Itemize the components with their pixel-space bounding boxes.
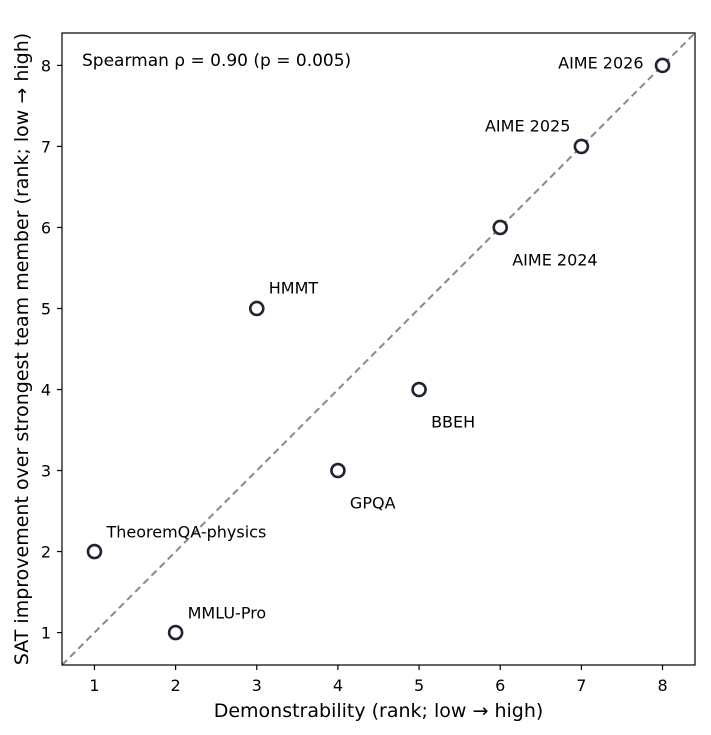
x-tick-label: 6 — [495, 676, 505, 695]
y-tick-label: 2 — [41, 543, 51, 562]
spearman-annotation: Spearman ρ = 0.90 (p = 0.005) — [82, 51, 351, 71]
y-tick-label: 6 — [41, 218, 51, 237]
x-tick-label: 2 — [171, 676, 181, 695]
point-label: AIME 2026 — [558, 53, 643, 72]
y-tick-label: 3 — [41, 462, 51, 481]
point-label: BBEH — [431, 413, 475, 432]
point-label: MMLU-Pro — [188, 604, 267, 623]
y-tick-label: 4 — [41, 381, 51, 400]
x-tick-label: 7 — [576, 676, 586, 695]
data-point — [248, 300, 265, 317]
y-axis-label: SAT improvement over strongest team memb… — [11, 33, 33, 665]
x-tick-label: 1 — [89, 676, 99, 695]
y-tick-label: 5 — [41, 299, 51, 318]
y-tick-label: 1 — [41, 624, 51, 643]
point-label: GPQA — [350, 494, 396, 513]
x-tick-label: 4 — [333, 676, 343, 695]
y-axis: 1 2 3 4 5 6 7 8 — [41, 56, 62, 643]
x-tick-label: 3 — [252, 676, 262, 695]
y-tick-label: 8 — [41, 56, 51, 75]
reference-diagonal-line — [62, 33, 695, 665]
data-point — [573, 138, 590, 155]
x-axis-label: Demonstrability (rank; low → high) — [214, 700, 544, 722]
data-point — [86, 543, 103, 560]
plot-frame — [61, 32, 696, 666]
point-label: TheoremQA-physics — [105, 523, 266, 542]
data-point — [411, 381, 427, 398]
point-label: HMMT — [269, 278, 319, 297]
x-tick-label: 8 — [657, 676, 667, 695]
data-point — [492, 219, 509, 236]
point-label: AIME 2024 — [512, 250, 597, 269]
x-axis: 1 2 3 4 5 6 7 8 — [89, 665, 668, 695]
x-tick-label: 5 — [414, 676, 424, 695]
y-tick-label: 7 — [41, 137, 51, 156]
point-label: AIME 2025 — [485, 116, 570, 135]
data-point — [167, 624, 184, 641]
data-point — [330, 462, 346, 479]
data-point — [654, 57, 671, 74]
